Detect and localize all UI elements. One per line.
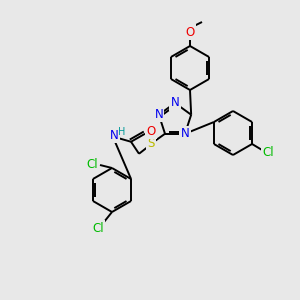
- Text: S: S: [147, 137, 155, 150]
- Text: Cl: Cl: [262, 146, 274, 158]
- Text: O: O: [146, 125, 156, 138]
- Text: Cl: Cl: [92, 221, 104, 235]
- Text: N: N: [154, 108, 163, 121]
- Text: N: N: [110, 129, 118, 142]
- Text: O: O: [185, 26, 195, 38]
- Text: Cl: Cl: [86, 158, 98, 170]
- Text: N: N: [181, 127, 189, 140]
- Text: N: N: [171, 97, 179, 110]
- Text: H: H: [118, 127, 125, 137]
